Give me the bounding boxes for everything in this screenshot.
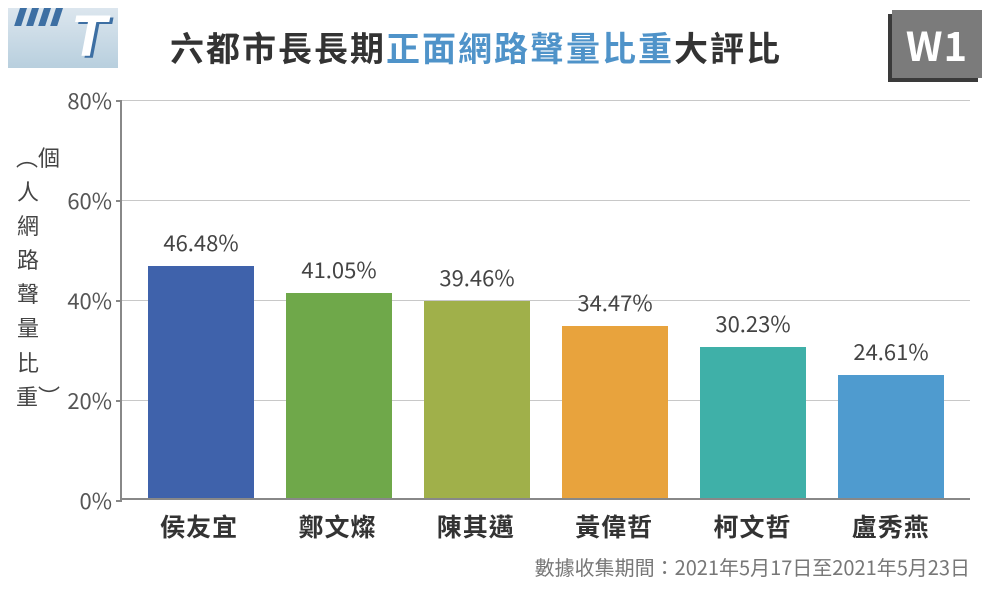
x-tick-label: 盧秀燕 [831, 508, 951, 544]
y-tick-label: 40% [42, 284, 112, 316]
x-tick-label: 鄭文燦 [277, 508, 397, 544]
bar-wrap: 46.48% [141, 226, 261, 498]
bars-group: 46.48% 41.05% 39.46% 34.47% 30.23% 24.61% [122, 100, 970, 498]
y-tick-label: 60% [42, 184, 112, 216]
bar-wrap: 30.23% [693, 307, 813, 498]
plot-area: 0%20%40%60%80% 46.48%41.05%39.46%34.47%3… [120, 100, 970, 500]
bar-value-label: 39.46% [439, 261, 514, 293]
bar [424, 301, 530, 498]
bar-wrap: 24.61% [831, 335, 951, 498]
svg-text:T: T [71, 8, 111, 68]
brand-logo: T T [8, 8, 118, 68]
bar-wrap: 34.47% [555, 286, 675, 498]
bar [148, 266, 254, 498]
bar [562, 326, 668, 498]
bar [838, 375, 944, 498]
bar-wrap: 39.46% [417, 261, 537, 498]
bar-value-label: 34.47% [577, 286, 652, 318]
bar-value-label: 24.61% [853, 335, 928, 367]
bar [286, 293, 392, 498]
week-badge: W1 [892, 10, 982, 78]
chart-title: 六都市長長期正面網路聲量比重大評比 [170, 22, 782, 71]
title-accent: 正面網路聲量比重 [386, 22, 674, 71]
bar-wrap: 41.05% [279, 253, 399, 498]
bar [700, 347, 806, 498]
bar-value-label: 30.23% [715, 307, 790, 339]
x-axis-labels: 侯友宜鄭文燦陳其邁黃偉哲柯文哲盧秀燕 [120, 508, 970, 544]
x-tick-label: 柯文哲 [692, 508, 812, 544]
title-pre: 六都市長長期 [170, 22, 386, 71]
x-tick-label: 黃偉哲 [554, 508, 674, 544]
bar-value-label: 41.05% [301, 253, 376, 285]
x-tick-label: 陳其邁 [416, 508, 536, 544]
y-tick-label: 0% [42, 484, 112, 516]
title-post: 大評比 [674, 22, 782, 71]
y-axis-label: ︵個人網路聲量比重︶ [16, 140, 40, 413]
badge-text: W1 [906, 15, 968, 73]
y-tick-label: 80% [42, 84, 112, 116]
bar-value-label: 46.48% [163, 226, 238, 258]
y-tick-label: 20% [42, 384, 112, 416]
bar-chart: 0%20%40%60%80% 46.48%41.05%39.46%34.47%3… [120, 100, 970, 500]
y-tick-mark [116, 500, 122, 502]
x-tick-label: 侯友宜 [139, 508, 259, 544]
footer-note: 數據收集期間：2021年5月17日至2021年5月23日 [535, 552, 970, 581]
